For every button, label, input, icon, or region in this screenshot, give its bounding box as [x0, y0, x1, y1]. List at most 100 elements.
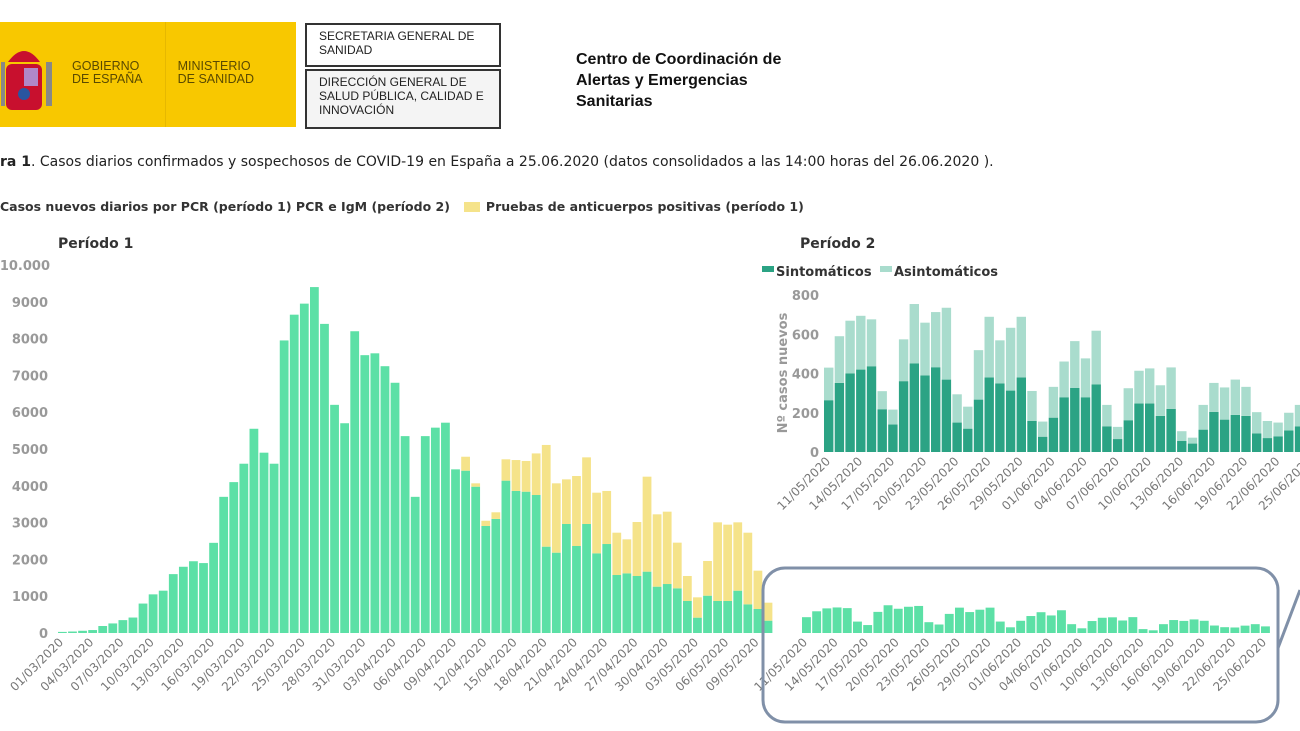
bar-pcr: [279, 340, 289, 633]
bar-pcr: [521, 491, 531, 633]
chart-title: Período 1: [58, 236, 133, 252]
bar-pcr: [108, 623, 118, 633]
bar-period2-strip: [802, 617, 811, 633]
bar-pcr: [320, 323, 329, 633]
bar-antibody: [612, 532, 622, 576]
bar-sintomaticos: [1187, 443, 1198, 452]
bar-antibody: [753, 570, 763, 610]
bar-sintomaticos: [1123, 420, 1133, 452]
bar-period2-strip: [1199, 620, 1209, 633]
bar-period2-strip: [873, 611, 883, 633]
bar-antibody: [511, 460, 521, 491]
bar-antibody: [672, 542, 682, 589]
bar-period2-strip: [1128, 617, 1138, 633]
bar-pcr: [693, 617, 702, 633]
bar-pcr: [118, 620, 128, 633]
bar-pcr: [400, 436, 410, 633]
bar-pcr: [259, 452, 269, 633]
bar-period2-strip: [955, 607, 964, 633]
bar-pcr: [531, 495, 541, 633]
bar-period2-strip: [1210, 625, 1219, 633]
bar-pcr: [289, 314, 299, 633]
bar-pcr: [632, 575, 642, 633]
gobierno-line: GOBIERNO: [72, 59, 140, 73]
bar-period2-strip: [883, 605, 893, 633]
bar-antibody: [763, 602, 773, 621]
inset-y-tick-label: 0: [810, 446, 819, 461]
bar-sintomaticos: [1230, 414, 1240, 452]
bar-sintomaticos: [1219, 419, 1230, 452]
bar-period2-strip: [1057, 610, 1066, 633]
centro-line: Centro de Coordinación de: [576, 51, 782, 68]
bar-pcr: [128, 617, 138, 633]
bar-period2-strip: [893, 608, 903, 633]
bar-asintomaticos: [1187, 437, 1198, 444]
bar-antibody: [693, 597, 702, 618]
legend-asintomaticos-swatch: [880, 266, 892, 272]
bar-period2-strip: [853, 621, 862, 633]
bar-period2-strip: [1261, 626, 1270, 633]
bar-asintomaticos: [952, 394, 962, 423]
secretaria-box: SECRETARIA GENERAL DE SANIDAD: [305, 23, 501, 67]
bar-antibody: [592, 492, 602, 554]
bar-asintomaticos: [1016, 316, 1026, 378]
bar-sintomaticos: [1145, 403, 1155, 452]
bar-pcr: [390, 382, 400, 633]
bar-antibody: [481, 520, 491, 526]
bar-asintomaticos: [1005, 327, 1016, 391]
bar-sintomaticos: [1091, 384, 1101, 452]
bar-pcr: [723, 600, 733, 633]
bar-asintomaticos: [1198, 404, 1208, 430]
bar-asintomaticos: [845, 320, 855, 374]
bar-asintomaticos: [1284, 412, 1294, 431]
bar-sintomaticos: [1209, 411, 1219, 452]
bar-asintomaticos: [995, 340, 1005, 384]
bar-antibody: [682, 575, 692, 601]
y-tick-label: 2000: [12, 553, 48, 568]
bar-period2-strip: [812, 611, 822, 633]
bar-pcr: [652, 586, 662, 633]
figure-caption: ra 1. Casos diarios confirmados y sospec…: [0, 154, 994, 170]
bar-pcr: [551, 552, 561, 633]
bar-period2-strip: [995, 621, 1005, 633]
bar-period2-strip: [832, 607, 842, 633]
bar-sintomaticos: [1155, 415, 1166, 452]
bar-sintomaticos: [1112, 439, 1123, 452]
bar-period2-strip: [1250, 624, 1260, 633]
y-tick-label: 9000: [12, 296, 48, 311]
bar-sintomaticos: [1070, 387, 1080, 452]
y-tick-label: 5000: [12, 443, 48, 458]
legend-sintomaticos: Sintomáticos: [776, 265, 872, 280]
legend-asintomaticos: Asintomáticos: [894, 265, 998, 280]
bar-pcr: [461, 470, 470, 633]
bar-pcr: [189, 561, 198, 633]
bar-sintomaticos: [1252, 433, 1262, 452]
y-tick-label: 4000: [12, 480, 48, 495]
sanidad-line: DE SANIDAD: [177, 72, 255, 86]
bar-asintomaticos: [877, 391, 887, 410]
bar-asintomaticos: [1123, 388, 1133, 421]
bar-asintomaticos: [1091, 330, 1101, 385]
bar-sintomaticos: [1016, 377, 1026, 452]
bar-sintomaticos: [834, 382, 845, 452]
bar-pcr: [672, 588, 682, 633]
bar-sintomaticos: [1134, 403, 1144, 452]
bar-period2-strip: [975, 609, 985, 633]
bar-sintomaticos: [1294, 426, 1300, 452]
bar-pcr: [682, 600, 692, 633]
bar-pcr: [249, 428, 259, 633]
bar-pcr: [158, 590, 168, 633]
bar-asintomaticos: [909, 304, 919, 364]
bar-sintomaticos: [909, 363, 919, 452]
bar-pcr: [138, 603, 148, 633]
bar-asintomaticos: [1080, 358, 1091, 398]
legend-pcr: Casos nuevos diarios por PCR (período 1)…: [0, 199, 450, 214]
bar-antibody: [501, 459, 511, 481]
bar-asintomaticos: [963, 406, 973, 429]
bar-pcr: [642, 571, 652, 633]
caption-label: ra 1: [0, 154, 31, 170]
bar-pcr: [713, 600, 722, 633]
bar-asintomaticos: [941, 307, 952, 380]
bar-pcr: [209, 542, 218, 633]
bar-sintomaticos: [1080, 397, 1091, 452]
